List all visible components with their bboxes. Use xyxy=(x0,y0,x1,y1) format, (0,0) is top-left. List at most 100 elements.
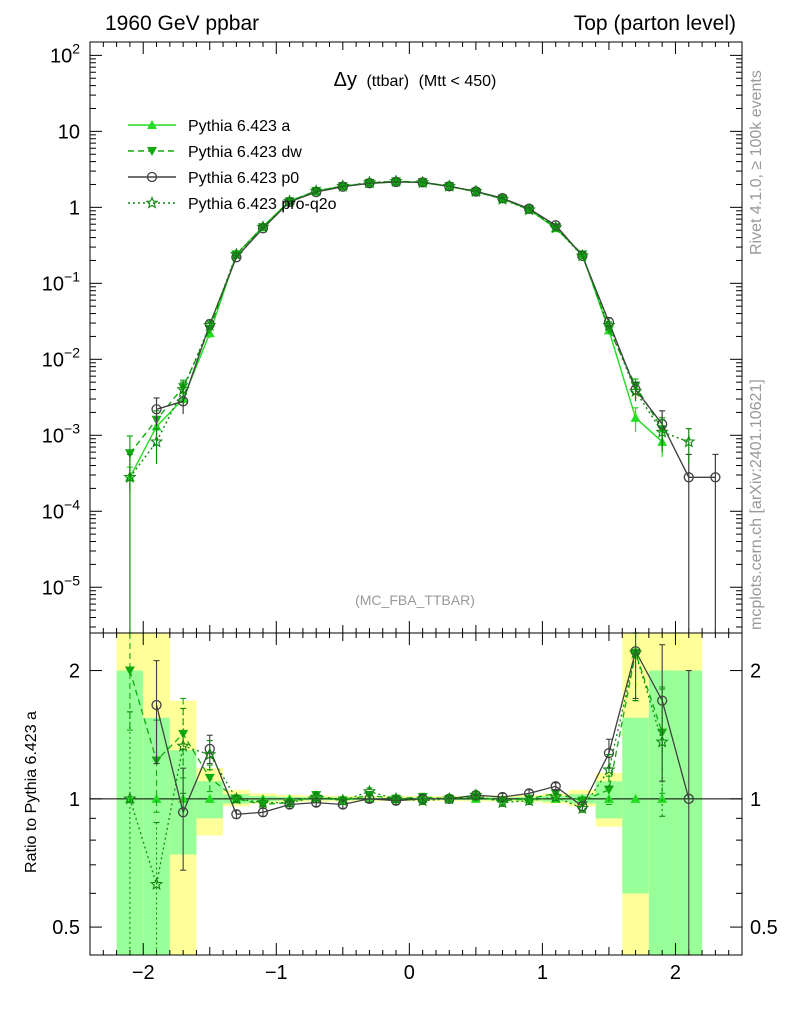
source-label: mcplots.cern.ch [arXiv:2401.10621] xyxy=(748,379,765,630)
legend-entry: Pythia 6.423 a xyxy=(128,118,290,135)
data-point xyxy=(123,470,137,483)
ratio-point xyxy=(176,739,190,752)
plot-title-cut: (Mtt < 450) xyxy=(419,73,497,90)
data-point xyxy=(415,175,430,189)
data-point xyxy=(442,179,456,192)
legend-marker xyxy=(146,171,158,183)
data-point xyxy=(495,192,510,205)
legend-label: Pythia 6.423 dw xyxy=(188,144,302,161)
plot-title-delta: Δy xyxy=(334,69,357,91)
ratio-point xyxy=(336,793,350,807)
ratio-point xyxy=(337,799,348,810)
analysis-label: (MC_FBA_TTBAR) xyxy=(355,592,475,608)
data-point xyxy=(229,247,244,261)
ratio-series-3 xyxy=(123,632,669,956)
main-series-3 xyxy=(123,174,696,633)
ratio-point xyxy=(124,666,135,676)
x-tick-label: 2 xyxy=(670,962,681,984)
ratio-point xyxy=(469,788,483,801)
ratio-uncertainty-bands xyxy=(116,633,703,955)
ratio-ylabel: Ratio to Pythia 6.423 a xyxy=(23,711,40,873)
ratio-point xyxy=(151,699,162,711)
legend-entry: Pythia 6.423 pro-q2o xyxy=(128,196,337,213)
ratio-line xyxy=(129,650,663,806)
ratio-point xyxy=(603,785,614,795)
ratio-point xyxy=(442,791,456,805)
main-y-tick-label: 10 xyxy=(58,121,80,143)
legend-label: Pythia 6.423 a xyxy=(188,118,290,135)
main-y-tick-label: 10−4 xyxy=(42,496,80,523)
ratio-point xyxy=(203,747,217,761)
legend-marker xyxy=(147,120,157,129)
ratio-point xyxy=(362,784,377,798)
data-point xyxy=(710,472,721,483)
ratio-point xyxy=(231,809,242,820)
ratio-y-tick-label-left: 1 xyxy=(69,789,80,811)
legend: Pythia 6.423 a Pythia 6.423 dw Pythia 6.42… xyxy=(128,118,337,213)
ratio-series xyxy=(123,632,694,956)
ratio-point xyxy=(522,793,536,807)
ratio-point xyxy=(415,793,430,807)
ratio-point xyxy=(123,791,137,805)
data-point xyxy=(151,404,162,415)
x-tick-label: −2 xyxy=(132,962,155,984)
ratio-line xyxy=(129,650,663,885)
header-right: Top (parton level) xyxy=(574,12,736,35)
data-point xyxy=(683,472,694,483)
ratio-frame xyxy=(89,632,743,956)
ratio-point xyxy=(151,793,162,803)
band-green xyxy=(622,717,649,894)
ratio-point xyxy=(149,877,164,890)
ratio-point xyxy=(683,793,694,804)
main-y-tick-label: 102 xyxy=(50,40,80,67)
ratio-point xyxy=(630,793,641,803)
legend-entry: Pythia 6.423 dw xyxy=(128,144,302,161)
ratio-point xyxy=(497,791,508,803)
ratio-point xyxy=(309,789,323,803)
main-y-tick-label: 10−3 xyxy=(42,420,80,447)
data-point xyxy=(203,318,217,331)
ratio-y-tick-label-right: 2 xyxy=(750,661,761,683)
rivet-label: Rivet 4.1.0, ≥ 100k events xyxy=(748,70,765,255)
series-line xyxy=(129,180,690,478)
legend-marker xyxy=(147,147,157,156)
data-point xyxy=(630,412,641,422)
ratio-point xyxy=(256,795,270,809)
ratio-point xyxy=(177,807,189,818)
ratio-point xyxy=(657,793,668,803)
ratio-point xyxy=(204,773,215,783)
data-point xyxy=(309,184,323,197)
main-series-2 xyxy=(151,176,721,633)
data-point xyxy=(256,220,270,233)
data-point xyxy=(149,434,164,448)
ratio-y-tick-label-right: 0.5 xyxy=(750,917,778,939)
data-point xyxy=(575,248,589,262)
main-series xyxy=(123,174,721,633)
data-point xyxy=(602,318,616,331)
plot-title: Δy (ttbar) (Mtt < 450) xyxy=(334,69,497,91)
series-line xyxy=(129,180,663,454)
data-point xyxy=(469,184,483,198)
ratio-y-tick-label-left: 0.5 xyxy=(52,917,80,939)
data-point xyxy=(311,186,322,198)
ratio-point xyxy=(549,789,563,803)
legend-label: Pythia 6.423 pro-q2o xyxy=(188,196,337,213)
main-axes: 10−5 10−4 10−3 10−2 10−1 1 10 102 xyxy=(42,40,742,633)
data-point xyxy=(522,202,536,216)
header-left: 1960 GeV ppbar xyxy=(105,12,259,35)
data-point xyxy=(362,175,377,189)
data-point xyxy=(282,194,297,207)
legend-label: Pythia 6.423 p0 xyxy=(188,170,299,187)
data-point xyxy=(176,382,190,396)
x-tick-label: 1 xyxy=(537,962,548,984)
series-line xyxy=(156,181,716,478)
ratio-point xyxy=(575,801,589,814)
main-y-tick-label: 10−2 xyxy=(42,344,80,371)
data-point xyxy=(124,449,135,459)
data-point xyxy=(682,434,696,448)
legend-entry: Pythia 6.423 p0 xyxy=(128,170,299,187)
data-point xyxy=(337,181,348,192)
x-tick-label: 0 xyxy=(404,962,415,984)
main-y-tick-label: 10−5 xyxy=(42,572,80,599)
